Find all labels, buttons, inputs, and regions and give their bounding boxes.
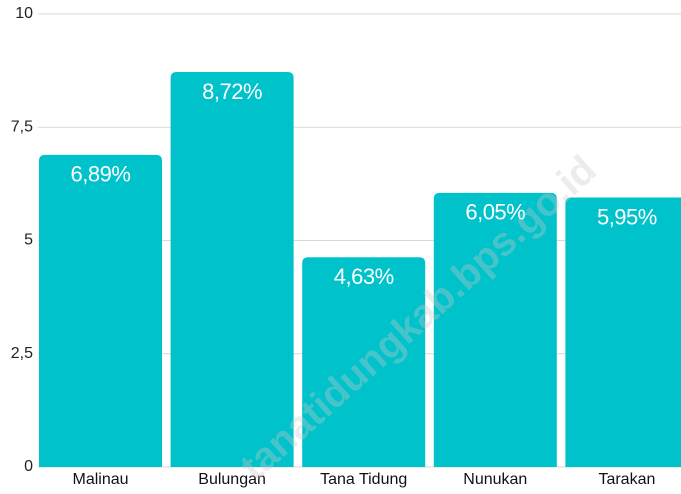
x-tick-label: Malinau [72,471,128,488]
x-tick-label: Tarakan [598,471,655,488]
x-tick-label: Bulungan [198,471,266,488]
y-tick-label: 0 [24,458,33,475]
y-tick-label: 5 [24,232,33,249]
bar [433,192,557,467]
bar [170,71,294,467]
value-label: 6,05% [465,200,525,225]
x-tick-label: Nunukan [463,471,527,488]
x-tick-label: Tana Tidung [320,471,407,488]
value-label: 8,72% [202,79,262,104]
value-label: 6,89% [71,162,131,187]
bar [39,154,162,467]
value-label: 4,63% [334,264,394,289]
y-tick-label: 7,5 [11,118,33,135]
bar [565,197,681,467]
bar [302,257,426,467]
value-label: 5,95% [597,204,657,229]
y-tick-label: 2,5 [11,345,33,362]
y-tick-label: 10 [15,5,33,22]
